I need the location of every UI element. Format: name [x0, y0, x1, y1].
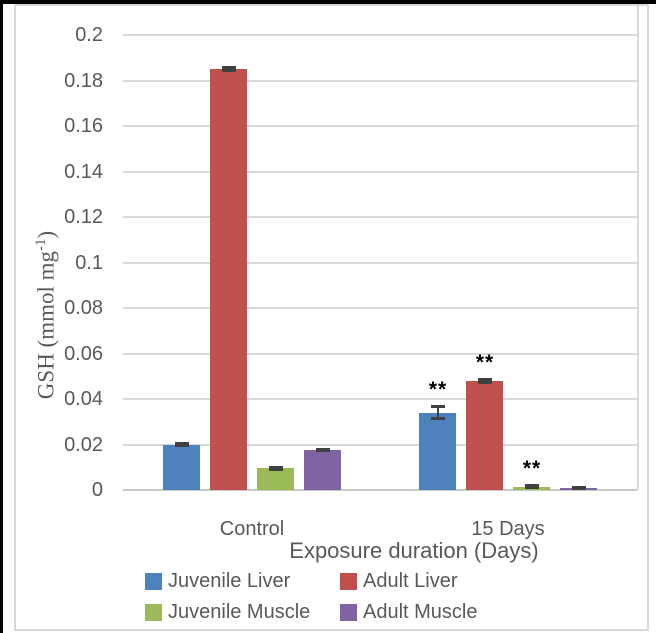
- x-axis-title: Exposure duration (Days): [289, 538, 539, 563]
- y-tick-label: 0.1: [75, 251, 103, 274]
- significance-marker: **: [428, 377, 448, 401]
- gridline: [123, 216, 637, 218]
- bar: [257, 468, 294, 490]
- y-tick-label: 0.06: [64, 342, 103, 365]
- bar: [304, 450, 341, 490]
- error-bar-line: [437, 405, 439, 420]
- error-bar-cap-bottom: [222, 69, 236, 73]
- error-bar-cap-bottom: [572, 486, 586, 490]
- gridline: [123, 261, 637, 264]
- significance-marker: **: [522, 457, 542, 481]
- bar: [163, 444, 200, 490]
- error-bar-cap-bottom: [175, 443, 189, 447]
- legend-swatch: [340, 572, 357, 590]
- error-bar-cap-bottom: [525, 485, 539, 489]
- gridline: [123, 307, 637, 309]
- y-tick-label: 0.18: [64, 69, 103, 92]
- y-tick-label: 0.14: [64, 160, 103, 183]
- bar: [466, 380, 503, 490]
- error-bar-cap-bottom: [431, 417, 445, 421]
- bar: [210, 69, 247, 490]
- legend-item: Adult Liver: [340, 569, 458, 593]
- legend-swatch: [145, 603, 162, 621]
- error-bar-cap-bottom: [269, 467, 283, 471]
- legend-item: Juvenile Muscle: [145, 600, 310, 624]
- y-axis-title: GSH (mmol mg-1): [27, 135, 59, 495]
- chart-area-border: [14, 4, 649, 631]
- gridline: [123, 34, 637, 36]
- significance-marker: **: [475, 350, 495, 374]
- error-bar-cap-top: [478, 377, 492, 381]
- error-bar-line: [484, 378, 486, 384]
- gridline: [123, 352, 637, 355]
- y-tick-label: 0: [91, 479, 103, 501]
- y-tick-label: 0.16: [64, 115, 103, 137]
- error-bar-cap-top: [222, 65, 236, 69]
- bar: [419, 412, 456, 490]
- gridline: [123, 170, 637, 173]
- frame-left-border: [0, 0, 3, 633]
- y-axis-title-close: ): [33, 230, 59, 239]
- gridline: [123, 398, 637, 400]
- x-axis-line: [123, 489, 637, 491]
- error-bar-cap-bottom: [478, 381, 492, 385]
- legend-label: Juvenile Muscle: [168, 601, 311, 623]
- legend-label: Adult Liver: [363, 570, 458, 592]
- error-bar-cap-top: [431, 404, 445, 408]
- error-bar-line: [228, 66, 230, 72]
- legend-swatch: [145, 572, 162, 590]
- y-tick-label: 0.2: [75, 24, 103, 46]
- legend-swatch: [340, 603, 357, 621]
- legend-label: Adult Muscle: [363, 601, 478, 623]
- y-axis-title-base: GSH (mmol mg: [33, 250, 59, 400]
- plot-right-border: [637, 5, 639, 490]
- gridline: [123, 125, 637, 127]
- y-tick-label: 0.08: [64, 297, 103, 319]
- x-category-label: Control: [219, 518, 285, 540]
- error-bar-cap-bottom: [316, 449, 330, 453]
- legend-item: Adult Muscle: [340, 600, 478, 624]
- frame-top-border: [0, 0, 656, 4]
- gridline: [123, 443, 637, 446]
- y-tick-label: 0.02: [64, 433, 103, 456]
- y-tick-label: 0.12: [64, 206, 103, 228]
- legend-label: Juvenile Liver: [168, 570, 291, 592]
- y-tick-label: 0.04: [64, 388, 103, 410]
- legend-item: Juvenile Liver: [145, 569, 290, 593]
- x-category-label: 15 Days: [471, 518, 545, 540]
- gridline: [123, 79, 637, 82]
- y-axis-title-superscript: -1: [33, 238, 49, 251]
